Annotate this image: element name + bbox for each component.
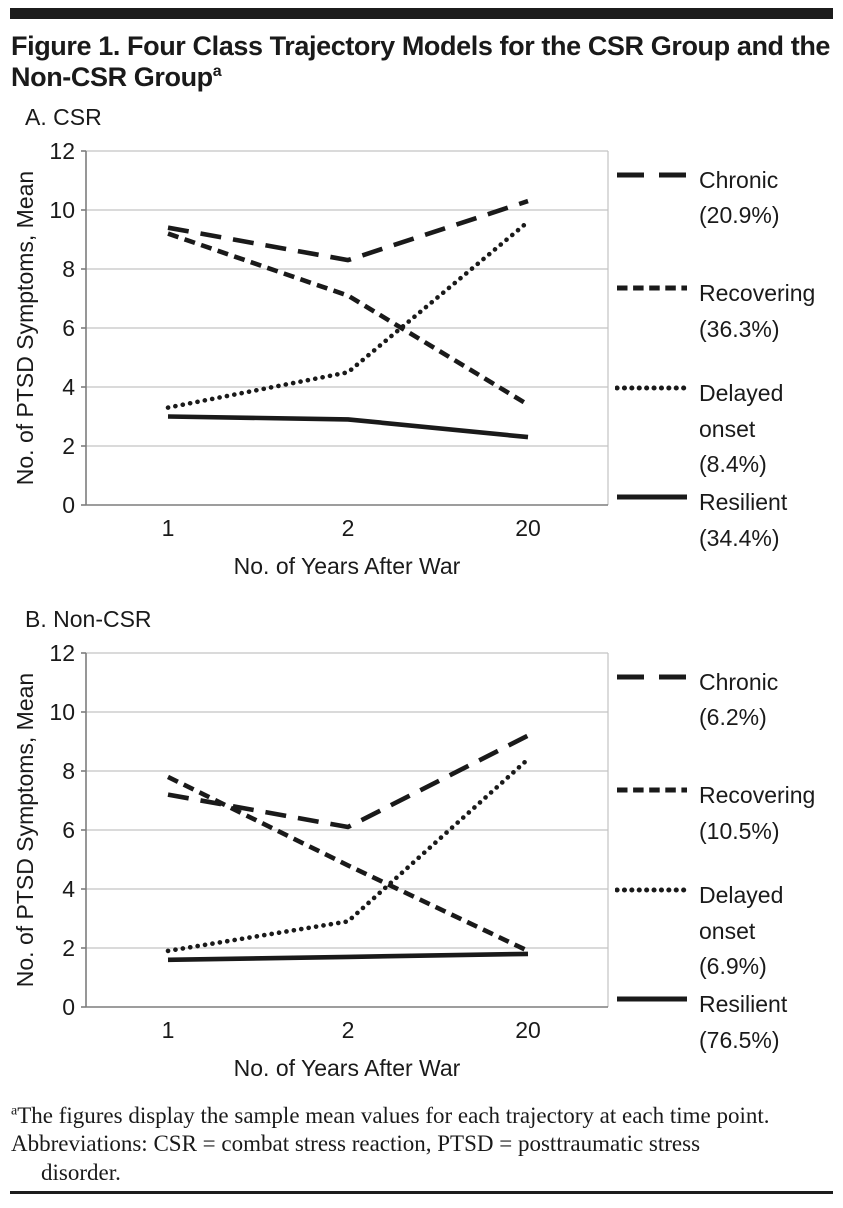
y-tick-label: 2 [62, 433, 75, 459]
figure-page: Figure 1. Four Class Trajectory Models f… [0, 8, 843, 1195]
footnote-marker: a [11, 1102, 18, 1118]
series-line-chronic [167, 733, 530, 829]
bottom-rule [10, 1191, 833, 1195]
legend-label-line: Delayed [699, 380, 784, 407]
figure-title: Figure 1. Four Class Trajectory Models f… [11, 31, 834, 94]
recovering-line-swatch [617, 787, 687, 793]
y-tick-label: 2 [62, 935, 75, 961]
legend-label-line: Recovering [699, 781, 816, 808]
panel-a-chart-row: 0 2 4 6 8 10 12 1 2 20 No. of Years After War No. o… [11, 133, 834, 596]
y-tick-label: 0 [62, 492, 75, 518]
legend-item-delayed-onset: Delayed onset (8.4%) [615, 376, 834, 483]
legend-label-line: (8.4%) [699, 451, 767, 478]
resilient-line-swatch [617, 494, 687, 500]
legend-label-line: Resilient [699, 489, 788, 516]
y-tick-label: 8 [62, 256, 75, 282]
recovering-line-swatch [617, 285, 687, 291]
resilient-line-swatch [617, 996, 687, 1002]
legend-label-recovering: Recovering (10.5%) [699, 778, 815, 849]
y-tick-label: 4 [62, 876, 75, 902]
non-csr-legend: Chronic (6.2%) Recovering (10.5%) Delayed ons… [615, 635, 834, 1059]
y-tick-label: 4 [62, 374, 75, 400]
legend-label-line: (10.5%) [699, 817, 780, 844]
csr-legend: Chronic (20.9%) Recovering (36.3%) Delayed on… [615, 133, 834, 557]
legend-label-chronic: Chronic (20.9%) [699, 163, 780, 234]
series-line-delayed-onset [165, 219, 531, 410]
x-axis-title: No. of Years After War [234, 553, 461, 579]
footnote-line-3: disorder. [41, 1159, 121, 1185]
figure-title-superscript: a [212, 63, 222, 81]
x-tick-label: 20 [515, 515, 541, 541]
legend-item-resilient: Resilient (76.5%) [615, 987, 834, 1058]
y-tick-label: 6 [62, 817, 75, 843]
legend-item-delayed-onset: Delayed onset (6.9%) [615, 878, 834, 985]
chronic-line-swatch [617, 172, 687, 178]
legend-label-resilient: Resilient (76.5%) [699, 987, 787, 1058]
legend-label-line: (6.9%) [699, 953, 767, 980]
legend-label-line: Chronic [699, 166, 779, 193]
figure-title-line2: Non-CSR Group [11, 62, 213, 93]
y-tick-label: 12 [49, 640, 75, 666]
legend-label-line: onset [699, 917, 756, 944]
series-line-resilient [167, 951, 529, 962]
panel-b-label: B. Non-CSR [25, 605, 152, 632]
series-line-delayed-onset [165, 756, 531, 953]
legend-label-line: (76.5%) [699, 1026, 780, 1053]
chronic-line-swatch [617, 674, 687, 680]
delayed-onset-line-swatch [615, 385, 689, 391]
legend-label-delayed-onset: Delayed onset (6.9%) [699, 878, 783, 985]
series-line-recovering [166, 774, 529, 953]
x-tick-label: 2 [342, 1017, 355, 1043]
top-rule [10, 8, 833, 19]
y-tick-label: 6 [62, 315, 75, 341]
panel-a-csr: A. CSR 0 2 4 6 8 10 12 1 2 20 No. of Years After W… [9, 104, 834, 596]
legend-item-recovering: Recovering (10.5%) [615, 778, 834, 849]
legend-label-delayed-onset: Delayed onset (8.4%) [699, 376, 783, 483]
x-axis-title: No. of Years After War [234, 1055, 461, 1081]
panel-a-label: A. CSR [25, 103, 102, 130]
panel-b-chart-row: 0 2 4 6 8 10 12 1 2 20 No. of Years After War No. o… [11, 635, 834, 1098]
figure-title-line1: Figure 1. Four Class Trajectory Models f… [11, 31, 831, 61]
footnote: aThe figures display the sample mean val… [11, 1102, 834, 1188]
legend-label-line: (34.4%) [699, 524, 780, 551]
legend-item-resilient: Resilient (34.4%) [615, 485, 834, 556]
footnote-line-2: Abbreviations: CSR = combat stress react… [11, 1131, 701, 1157]
legend-label-resilient: Resilient (34.4%) [699, 485, 787, 556]
y-axis-title: No. of PTSD Symptoms, Mean [12, 170, 38, 484]
series-line-chronic [167, 198, 529, 263]
footnote-line-1: aThe figures display the sample mean val… [11, 1102, 770, 1128]
legend-label-line: Delayed [699, 882, 784, 909]
legend-label-line: Recovering [699, 279, 816, 306]
series-line-recovering [167, 231, 530, 407]
legend-label-line: (6.2%) [699, 704, 767, 731]
legend-label-line: Resilient [699, 991, 788, 1018]
y-tick-label: 12 [49, 138, 75, 164]
legend-label-line: (36.3%) [699, 315, 780, 342]
y-tick-label: 10 [49, 699, 75, 725]
legend-label-line: (20.9%) [699, 202, 780, 229]
y-tick-label: 10 [49, 197, 75, 223]
x-tick-label: 1 [162, 515, 175, 541]
y-tick-label: 0 [62, 994, 75, 1020]
y-tick-label: 8 [62, 758, 75, 784]
delayed-onset-line-swatch [615, 887, 689, 893]
x-tick-label: 20 [515, 1017, 541, 1043]
legend-item-chronic: Chronic (20.9%) [615, 163, 834, 234]
panel-b-non-csr: B. Non-CSR 0 2 4 6 8 10 12 1 2 20 No. of Years Aft… [9, 606, 834, 1098]
legend-item-chronic: Chronic (6.2%) [615, 665, 834, 736]
x-tick-label: 1 [162, 1017, 175, 1043]
legend-label-line: Chronic [699, 668, 779, 695]
series-line-resilient [167, 413, 529, 440]
legend-label-chronic: Chronic (6.2%) [699, 665, 778, 736]
y-axis-title: No. of PTSD Symptoms, Mean [12, 672, 38, 986]
legend-item-recovering: Recovering (36.3%) [615, 276, 834, 347]
legend-label-recovering: Recovering (36.3%) [699, 276, 815, 347]
legend-label-line: onset [699, 415, 756, 442]
x-tick-label: 2 [342, 515, 355, 541]
